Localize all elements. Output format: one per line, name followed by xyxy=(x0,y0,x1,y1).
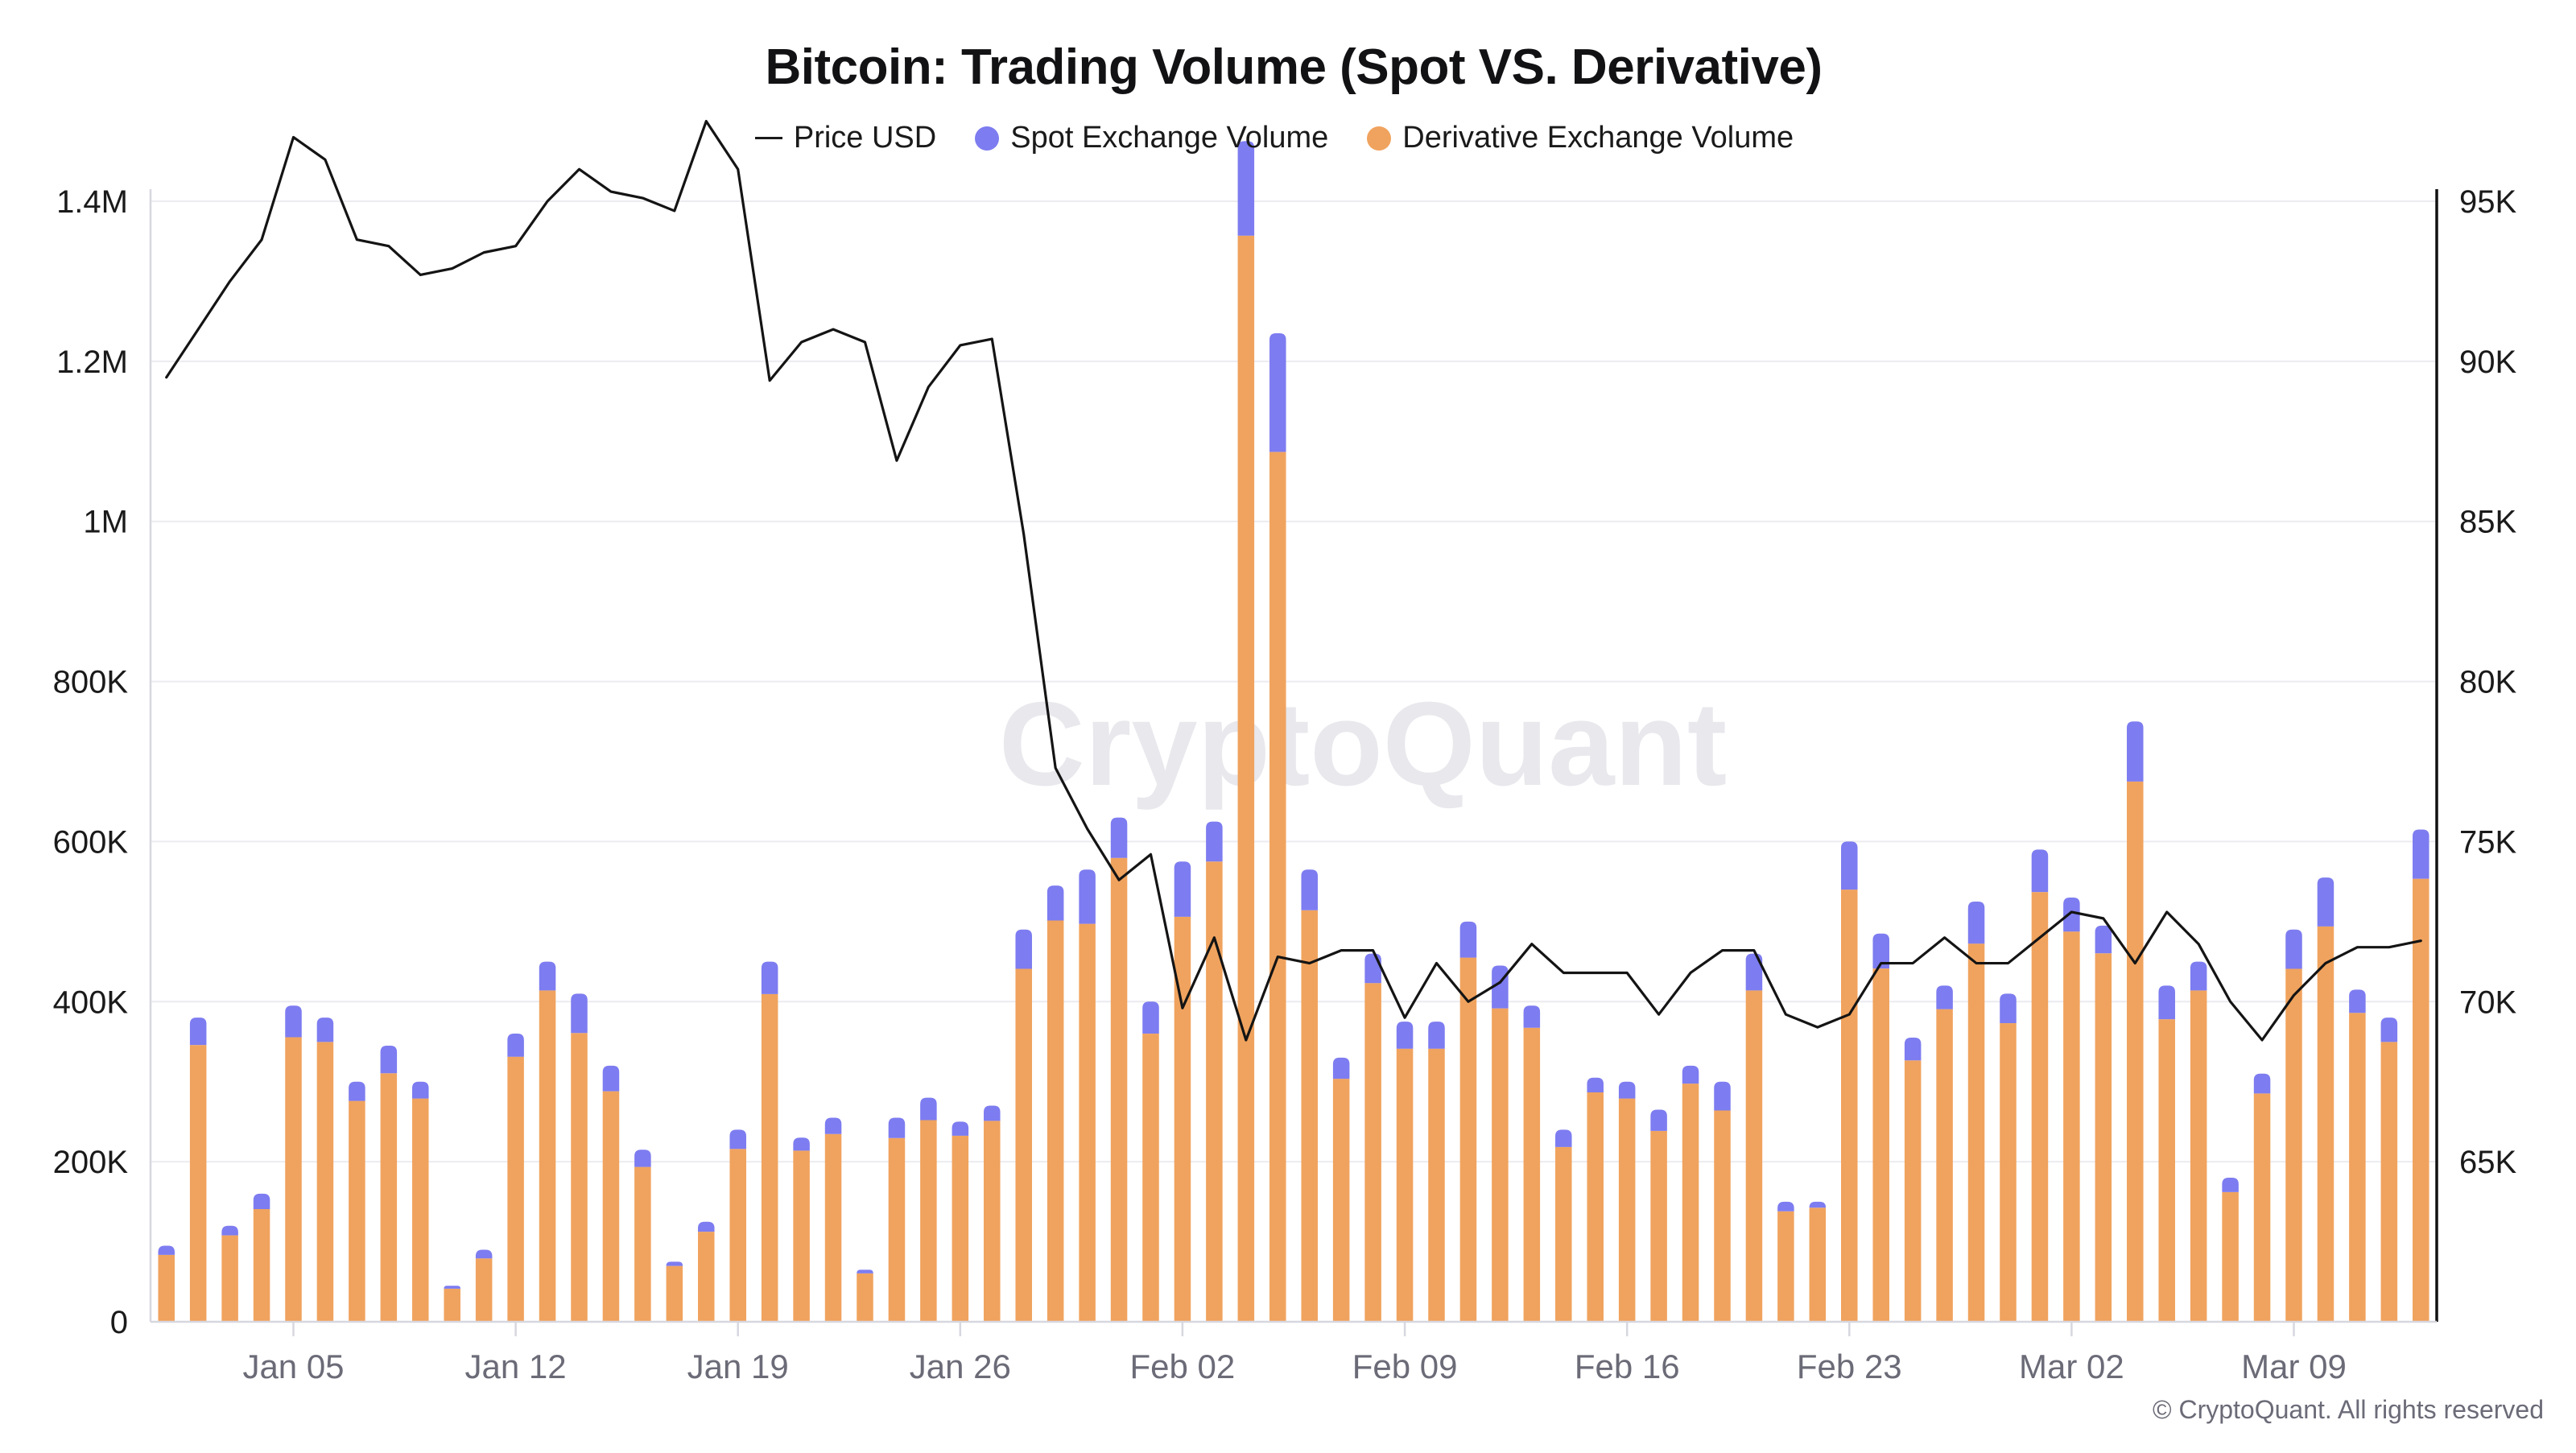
svg-text:Feb 16: Feb 16 xyxy=(1575,1348,1680,1385)
svg-text:1M: 1M xyxy=(83,505,128,540)
svg-text:Feb 23: Feb 23 xyxy=(1797,1348,1902,1385)
svg-text:0: 0 xyxy=(110,1305,128,1340)
svg-text:1.4M: 1.4M xyxy=(56,184,128,220)
svg-text:85K: 85K xyxy=(2459,505,2516,540)
svg-text:Jan 19: Jan 19 xyxy=(687,1348,789,1385)
svg-text:90K: 90K xyxy=(2459,345,2516,380)
svg-text:Jan 05: Jan 05 xyxy=(242,1348,344,1385)
svg-text:600K: 600K xyxy=(53,824,129,860)
svg-text:Mar 09: Mar 09 xyxy=(2241,1348,2347,1385)
svg-text:Jan 12: Jan 12 xyxy=(465,1348,567,1385)
svg-text:70K: 70K xyxy=(2459,984,2516,1020)
svg-text:Jan 26: Jan 26 xyxy=(910,1348,1011,1385)
svg-text:80K: 80K xyxy=(2459,665,2516,700)
svg-text:CryptoQuant: CryptoQuant xyxy=(999,678,1727,811)
svg-text:65K: 65K xyxy=(2459,1145,2516,1180)
svg-text:75K: 75K xyxy=(2459,824,2516,860)
svg-text:95K: 95K xyxy=(2459,184,2516,220)
svg-text:Feb 09: Feb 09 xyxy=(1352,1348,1458,1385)
svg-text:1.2M: 1.2M xyxy=(56,345,128,380)
svg-text:400K: 400K xyxy=(53,984,129,1020)
svg-text:200K: 200K xyxy=(53,1145,129,1180)
svg-text:800K: 800K xyxy=(53,665,129,700)
svg-text:Feb 02: Feb 02 xyxy=(1130,1348,1236,1385)
svg-text:Mar 02: Mar 02 xyxy=(2019,1348,2124,1385)
